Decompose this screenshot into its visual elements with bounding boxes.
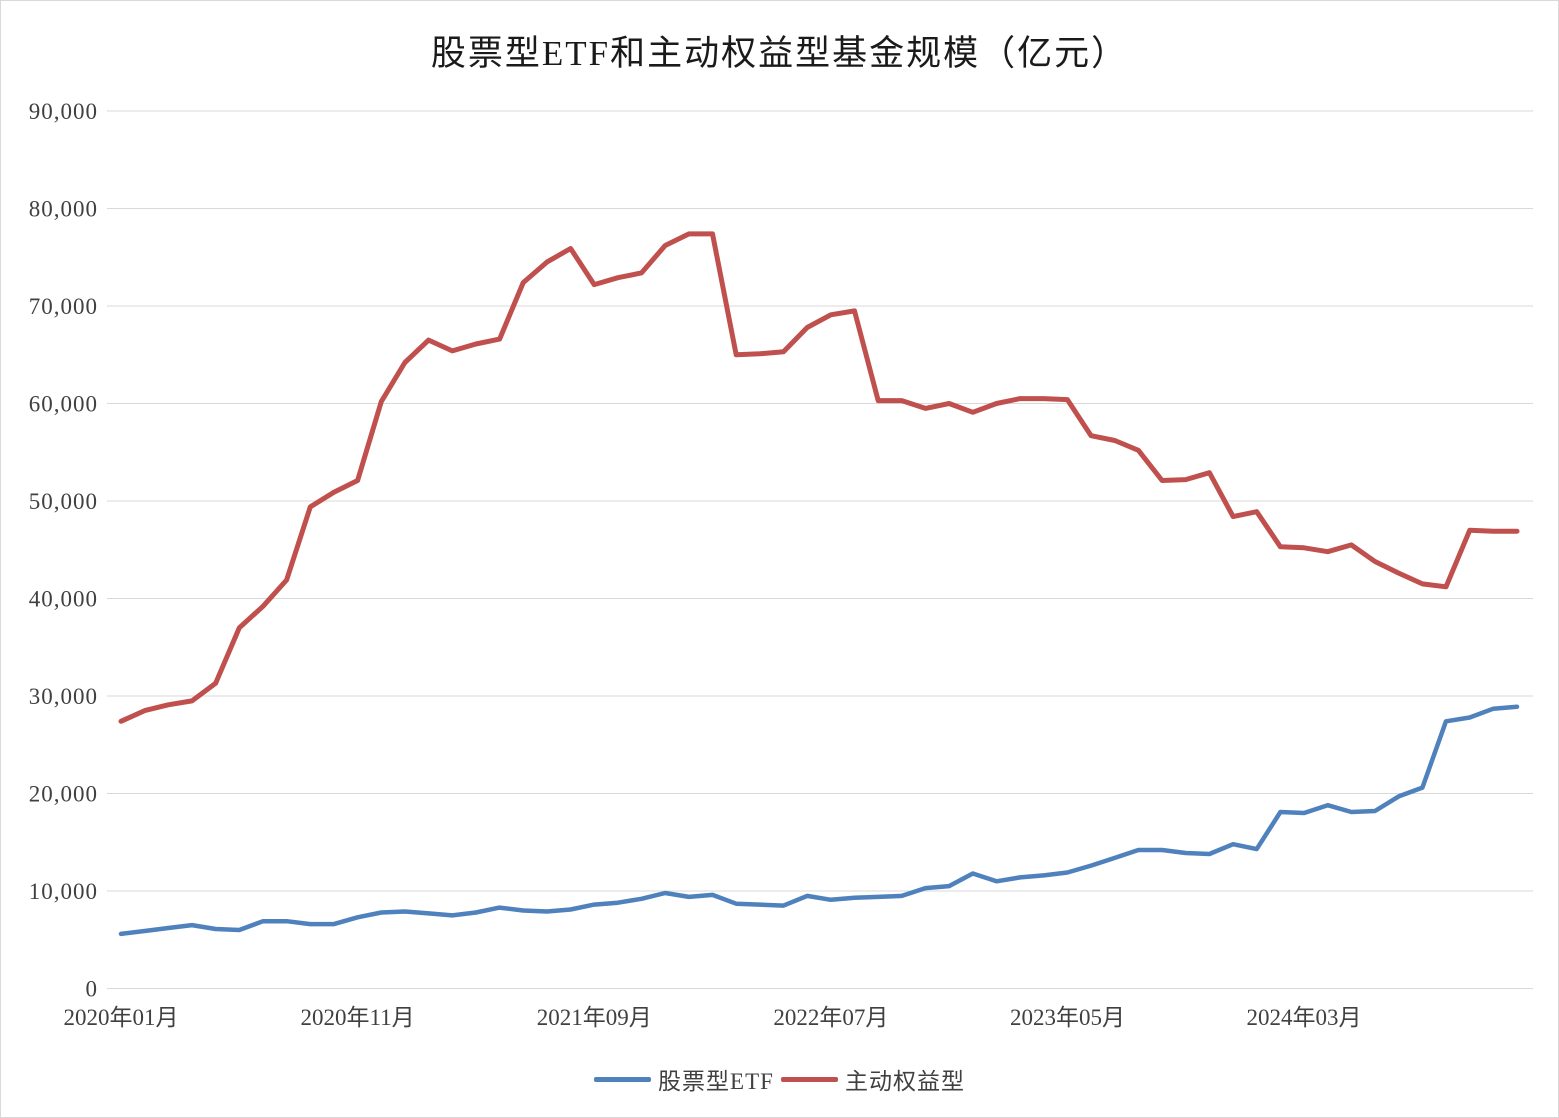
y-axis-tick-label: 10,000 (29, 879, 98, 904)
y-axis-tick-label: 90,000 (29, 99, 98, 124)
legend: 股票型ETF 主动权益型 (1, 1063, 1558, 1095)
y-axis-tick-labels: 0 10,000 20,000 30,000 40,000 50,000 60,000 70,… (29, 99, 99, 1002)
x-axis-tick-label: 2021年09月 (537, 1005, 652, 1030)
etf-line-swatch (594, 1076, 652, 1082)
y-axis-tick-label: 0 (86, 977, 99, 1002)
y-axis-tick-label: 70,000 (29, 294, 98, 319)
gridlines (107, 110, 1533, 989)
active-equity-line-swatch (780, 1076, 838, 1082)
x-axis-tick-label: 2020年01月 (64, 1005, 179, 1030)
x-axis-tick-label: 2023年05月 (1010, 1005, 1125, 1030)
y-axis-tick-label: 60,000 (29, 392, 98, 417)
y-axis-tick-label: 20,000 (29, 782, 98, 807)
x-axis-tick-label: 2024年03月 (1247, 1005, 1362, 1030)
x-axis-tick-label: 2020年11月 (301, 1005, 415, 1030)
y-axis-tick-label: 80,000 (29, 197, 98, 222)
active-equity-legend-label: 主动权益型 (844, 1069, 965, 1094)
x-axis-tick-labels: 2020年01月 2020年11月 2021年09月 2022年07月 2023年05月… (64, 1005, 1362, 1030)
active-equity-series-line (118, 231, 1520, 724)
y-axis-tick-label: 40,000 (29, 587, 98, 612)
chart-title: 股票型ETF和主动权益型基金规模（亿元） (430, 34, 1129, 73)
y-axis-tick-label: 50,000 (29, 489, 98, 514)
x-axis-tick-label: 2022年07月 (773, 1005, 888, 1030)
etf-series-line (118, 704, 1520, 937)
etf-legend-label: 股票型ETF (658, 1069, 774, 1094)
y-axis-tick-label: 30,000 (29, 684, 98, 709)
